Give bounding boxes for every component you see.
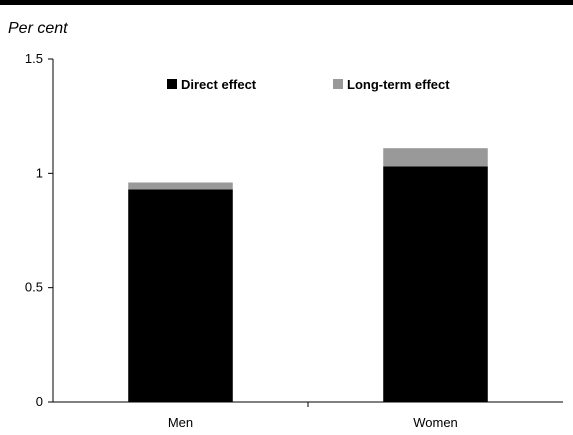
x-tick-label-women: Women: [413, 415, 458, 430]
legend-label-long-term-effect: Long-term effect: [347, 77, 450, 92]
bar-women-direct-effect: [383, 166, 488, 402]
legend-swatch-direct-effect: [167, 79, 177, 89]
bar-men-long-term-effect: [128, 182, 233, 190]
legend-swatch-long-term-effect: [333, 79, 343, 89]
y-tick-label: 0.5: [25, 280, 43, 295]
x-tick-label-men: Men: [168, 415, 193, 430]
bar-women-long-term-effect: [383, 148, 488, 167]
y-tick-label: 0: [36, 394, 43, 409]
bar-men-direct-effect: [128, 189, 233, 402]
y-tick-label: 1: [36, 165, 43, 180]
y-unit-label: Per cent: [8, 20, 68, 37]
legend-label-direct-effect: Direct effect: [181, 77, 257, 92]
y-tick-label: 1.5: [25, 51, 43, 66]
top-rule: [0, 0, 573, 5]
